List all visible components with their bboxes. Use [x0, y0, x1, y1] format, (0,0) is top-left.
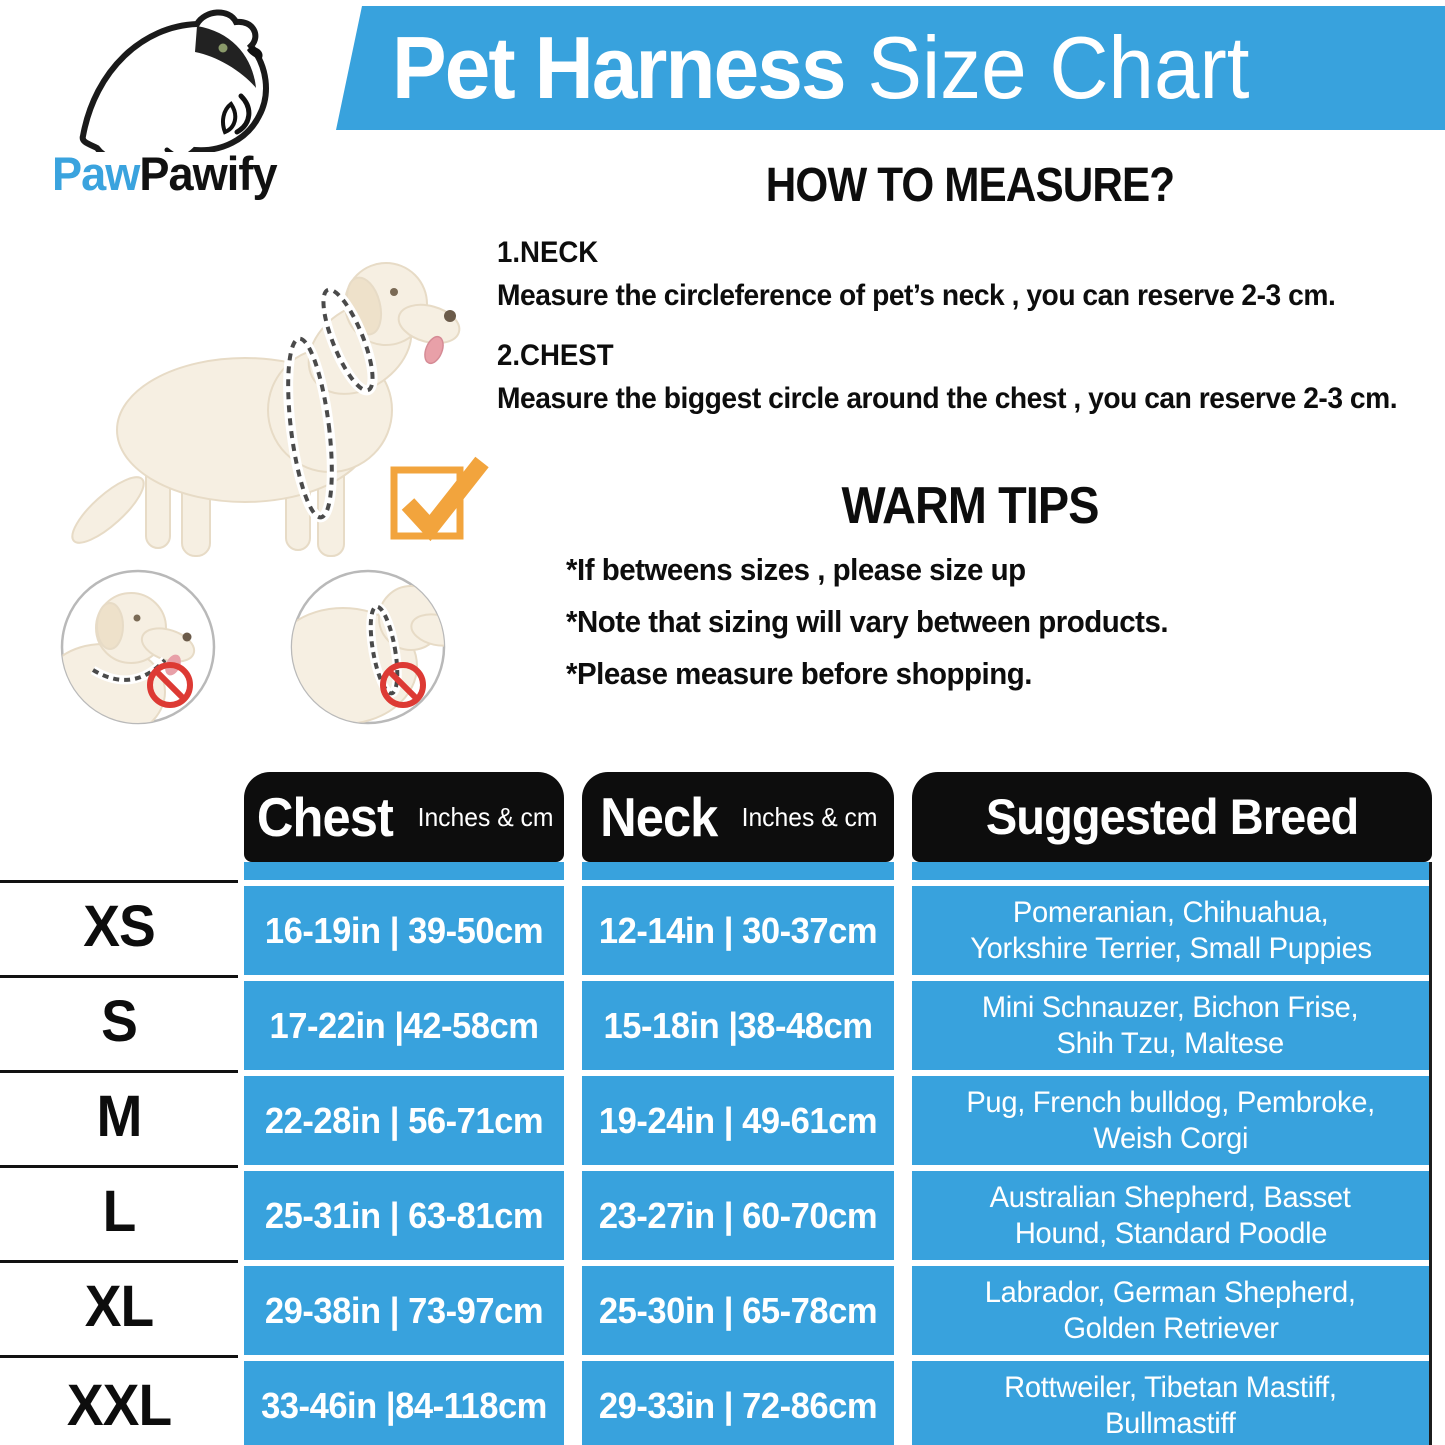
measure-steps: 1.NECK Measure the circleference of pet’… [497, 236, 1445, 442]
chest-column-body: 16-19in | 39-50cm 17-22in |42-58cm 22-28… [244, 862, 564, 1445]
neck-header-unit: Inches & cm [741, 801, 878, 832]
breed-value-xxl: Rottweiler, Tibetan Mastiff, Bullmastiff [912, 1361, 1429, 1445]
row-divider [0, 1165, 238, 1168]
row-divider [0, 1355, 238, 1358]
wrong-neck-measure-inset [60, 569, 216, 725]
step-neck-label: 1.NECK [497, 236, 599, 269]
warm-tips-heading: WARM TIPS [841, 477, 1099, 535]
warm-tip-3: *Please measure before shopping. [566, 656, 1032, 691]
breed-column: Suggested Breed Pomeranian, Chihuahua, Y… [912, 772, 1432, 1445]
neck-value-xs: 12-14in | 30-37cm [598, 909, 878, 951]
breed-value-xs: Pomeranian, Chihuahua, Yorkshire Terrier… [912, 886, 1429, 975]
size-label-xs: XS [83, 894, 156, 959]
no-symbol-icon [380, 662, 426, 708]
step-chest-label: 2.CHEST [497, 339, 614, 372]
warm-tips-list: *If betweens sizes , please size up *Not… [566, 552, 1200, 708]
size-label-l: L [102, 1179, 137, 1244]
breed-column-header: Suggested Breed [912, 772, 1432, 862]
chest-value-l: 25-31in | 63-81cm [264, 1194, 544, 1236]
warm-tip-1: *If betweens sizes , please size up [566, 552, 1026, 587]
brand-name: PawPawify [52, 146, 278, 201]
neck-value-xl: 25-30in | 65-78cm [598, 1289, 878, 1331]
neck-value-s: 15-18in |38-48cm [603, 1004, 873, 1046]
breed-header-title: Suggested Breed [985, 789, 1359, 845]
chest-value-xs: 16-19in | 39-50cm [264, 909, 544, 951]
breed-xxl-line1: Rottweiler, Tibetan Mastiff, [1004, 1370, 1337, 1404]
page-title-light: Size Chart [867, 18, 1250, 117]
row-divider [0, 1070, 238, 1073]
breed-s-line1: Mini Schnauzer, Bichon Frise, [982, 990, 1359, 1024]
chest-header-unit: Inches & cm [417, 801, 554, 832]
neck-header-title: Neck [599, 786, 718, 848]
step-neck-text: Measure the circleference of pet’s neck … [497, 279, 1336, 312]
size-label-m: M [96, 1084, 143, 1149]
row-divider [0, 1260, 238, 1263]
breed-l-line1: Australian Shepherd, Basset [990, 1180, 1351, 1214]
dog-measuring-illustration [71, 262, 489, 557]
neck-column-body: 12-14in | 30-37cm 15-18in |38-48cm 19-24… [582, 862, 894, 1445]
chest-value-xxl: 33-46in |84-118cm [261, 1384, 547, 1426]
breed-value-l: Australian Shepherd, Basset Hound, Stand… [912, 1171, 1429, 1260]
breed-value-s: Mini Schnauzer, Bichon Frise, Shih Tzu, … [912, 981, 1429, 1070]
breed-value-m: Pug, French bulldog, Pembroke, Weish Cor… [912, 1076, 1429, 1165]
breed-column-body: Pomeranian, Chihuahua, Yorkshire Terrier… [912, 862, 1432, 1445]
neck-value-xxl: 29-33in | 72-86cm [598, 1384, 878, 1426]
neck-column: Neck Inches & cm 12-14in | 30-37cm 15-18… [582, 772, 894, 1445]
no-symbol-icon [147, 662, 193, 708]
row-divider [0, 975, 238, 978]
size-label-xxl: XXL [66, 1373, 172, 1438]
orange-check-icon [390, 456, 489, 542]
breed-xs-line1: Pomeranian, Chihuahua, [1012, 895, 1329, 929]
step-chest-text: Measure the biggest circle around the ch… [497, 382, 1398, 415]
breed-m-line2: Weish Corgi [1093, 1121, 1248, 1155]
chest-value-xl: 29-38in | 73-97cm [264, 1289, 544, 1331]
page-title-bold: Pet Harness [392, 18, 847, 117]
how-to-measure-heading: HOW TO MEASURE? [765, 159, 1175, 212]
size-label-xl: XL [84, 1274, 154, 1339]
pawpawify-dog-logo-icon [79, 9, 269, 152]
neck-value-l: 23-27in | 60-70cm [598, 1194, 878, 1236]
chest-value-m: 22-28in | 56-71cm [264, 1099, 544, 1141]
chest-header-title: Chest [256, 786, 393, 848]
brand-name-paw: Paw [52, 147, 140, 200]
breed-xl-line1: Labrador, German Shepherd, [985, 1275, 1356, 1309]
neck-column-header: Neck Inches & cm [582, 772, 894, 862]
breed-l-line2: Hound, Standard Poodle [1014, 1216, 1327, 1250]
title-banner: Pet Harness Size Chart [336, 6, 1445, 130]
row-divider [0, 880, 238, 883]
breed-xl-line2: Golden Retriever [1062, 1311, 1279, 1345]
chest-value-s: 17-22in |42-58cm [269, 1004, 539, 1046]
breed-m-line1: Pug, French bulldog, Pembroke, [966, 1085, 1375, 1119]
chest-column: Chest Inches & cm 16-19in | 39-50cm 17-2… [244, 772, 564, 1445]
wrong-chest-measure-inset [290, 569, 446, 725]
breed-s-line2: Shih Tzu, Maltese [1056, 1026, 1285, 1060]
breed-xs-line2: Yorkshire Terrier, Small Puppies [969, 931, 1372, 965]
size-label-s: S [101, 989, 138, 1054]
neck-value-m: 19-24in | 49-61cm [598, 1099, 878, 1141]
warm-tip-2: *Note that sizing will vary between prod… [566, 604, 1169, 639]
chest-column-header: Chest Inches & cm [244, 772, 564, 862]
breed-xxl-line2: Bullmastiff [1105, 1406, 1236, 1440]
brand-name-pawify: Pawify [139, 147, 277, 200]
breed-value-xl: Labrador, German Shepherd, Golden Retrie… [912, 1266, 1429, 1355]
page-title: Pet Harness Size Chart [392, 17, 1249, 119]
